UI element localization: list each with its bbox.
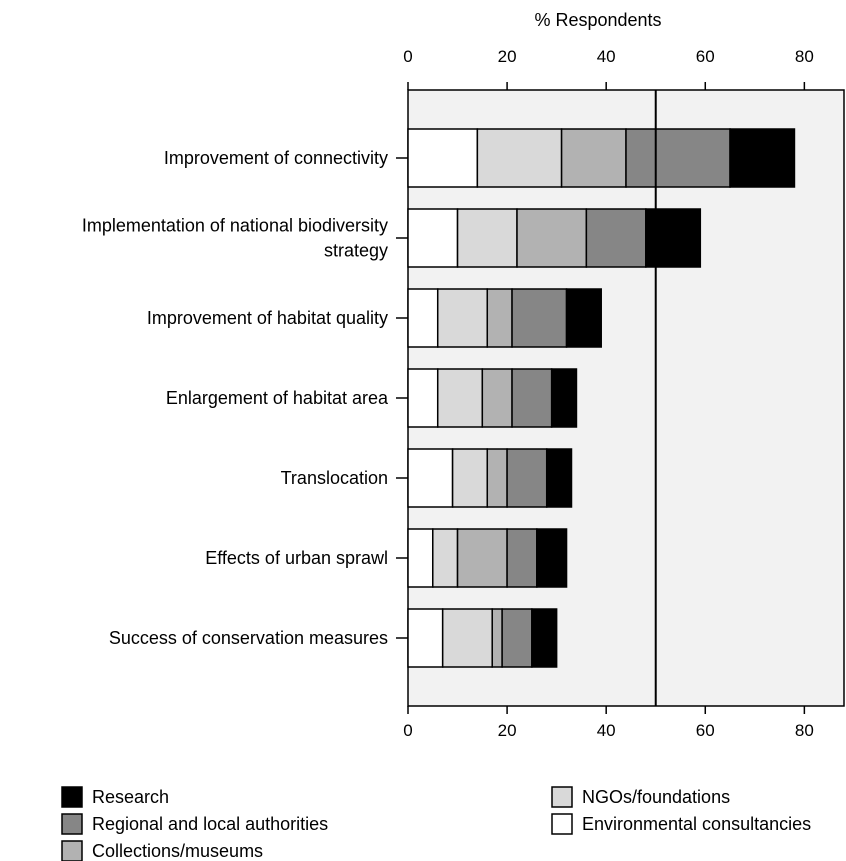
bar-segment xyxy=(506,528,538,588)
bar-segment xyxy=(456,208,518,268)
bar-segment xyxy=(645,208,702,268)
bar-segment xyxy=(441,608,493,668)
bar-segment xyxy=(436,368,484,428)
bar-segment xyxy=(565,288,602,348)
bar-segment xyxy=(407,608,444,668)
bar-segment xyxy=(486,448,508,508)
legend-swatch xyxy=(61,813,83,835)
bars-layer xyxy=(407,128,796,668)
bar-segment xyxy=(536,528,568,588)
bar-segment xyxy=(516,208,588,268)
axes-layer: 0 0 20 20 40 40 60 60 80 80 Improvement of connect… xyxy=(82,47,814,740)
bar-segment xyxy=(407,368,439,428)
legend-swatch xyxy=(551,786,573,808)
bar-segment xyxy=(407,528,434,588)
legend-swatch xyxy=(551,813,573,835)
legend-label: Environmental consultancies xyxy=(582,814,811,834)
bar-segment xyxy=(481,368,513,428)
bar-segment xyxy=(511,288,568,348)
bar-segment xyxy=(531,608,558,668)
bar-segment xyxy=(506,448,548,508)
x-axis-title: % Respondents xyxy=(534,10,661,30)
category-label: Translocation xyxy=(281,468,388,488)
legend-label: Research xyxy=(92,787,169,807)
top-tick-label: 60 xyxy=(696,47,715,66)
bar-segment xyxy=(407,208,459,268)
bar-segment xyxy=(625,128,731,188)
category-label: Improvement of connectivity xyxy=(164,148,388,168)
category-label: Effects of urban sprawl xyxy=(205,548,388,568)
bar-segment xyxy=(407,128,479,188)
bar-segment xyxy=(550,368,578,428)
bottom-tick-label: 40 xyxy=(597,721,616,740)
bar-segment xyxy=(560,128,627,188)
category-label: Success of conservation measures xyxy=(109,628,388,648)
bar-segment xyxy=(456,528,508,588)
legend-swatch xyxy=(61,840,83,861)
bar-segment xyxy=(545,448,573,508)
bar-segment xyxy=(451,448,489,508)
legend: Research Regional and local authorities Co… xyxy=(61,786,811,861)
category-label: Improvement of habitat quality xyxy=(147,308,388,328)
bottom-tick-label: 60 xyxy=(696,721,715,740)
bottom-tick-label: 80 xyxy=(795,721,814,740)
bar-segment xyxy=(491,608,503,668)
bar-segment xyxy=(407,288,439,348)
category-label: strategy xyxy=(324,241,388,261)
category-label: Enlargement of habitat area xyxy=(166,388,389,408)
bar-segment xyxy=(585,208,647,268)
bar-segment xyxy=(432,528,459,588)
bar-segment xyxy=(407,448,454,508)
legend-label: Regional and local authorities xyxy=(92,814,328,834)
top-tick-label: 0 xyxy=(403,47,412,66)
top-tick-label: 80 xyxy=(795,47,814,66)
bar-segment xyxy=(436,288,489,348)
legend-swatch xyxy=(61,786,83,808)
bar-segment xyxy=(486,288,513,348)
top-tick-label: 20 xyxy=(498,47,517,66)
category-label: Implementation of national biodiversity xyxy=(82,216,388,236)
bar-segment xyxy=(729,128,796,188)
bottom-tick-label: 0 xyxy=(403,721,412,740)
top-tick-label: 40 xyxy=(597,47,616,66)
bottom-tick-label: 20 xyxy=(498,721,517,740)
legend-label: Collections/museums xyxy=(92,841,263,861)
legend-label: NGOs/foundations xyxy=(582,787,730,807)
bar-segment xyxy=(476,128,563,188)
bar-segment xyxy=(511,368,553,428)
bar-segment xyxy=(501,608,533,668)
